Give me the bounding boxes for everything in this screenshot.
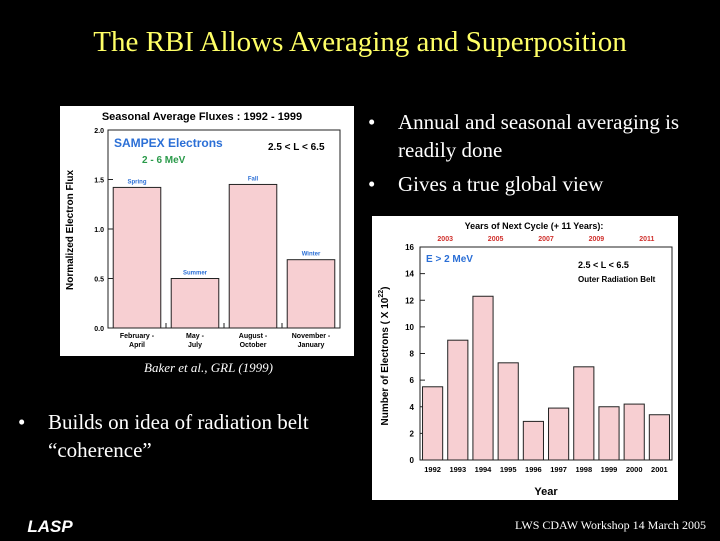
chart2-ylabel: Number of Electrons ( X 1022) xyxy=(378,287,391,426)
chart2-category-label: 2001 xyxy=(651,465,668,474)
chart1-bar xyxy=(228,183,278,329)
footer-text: LWS CDAW Workshop 14 March 2005 xyxy=(514,518,706,532)
chart2-bar xyxy=(522,420,544,461)
bullet-text: Annual and seasonal averaging is readily… xyxy=(398,110,680,162)
chart2-category-label: 1998 xyxy=(575,465,592,474)
seasonal-flux-chart: Seasonal Average Fluxes : 1992 - 1999 0.… xyxy=(60,106,354,356)
chart2-ytick-label: 10 xyxy=(405,323,414,332)
slide-title: The RBI Allows Averaging and Superpositi… xyxy=(93,26,627,58)
chart1-category-line: May - xyxy=(186,333,205,340)
bullet-glyph: • xyxy=(368,172,376,196)
bullet-glyph: • xyxy=(18,410,26,434)
chart2-ylabel-close: ) xyxy=(380,287,391,290)
chart1-bar-label: Spring xyxy=(128,179,147,185)
chart2-ytick-label: 0 xyxy=(410,456,415,465)
bullet-glyph: • xyxy=(368,110,376,134)
chart2-bar xyxy=(573,366,595,461)
bullet-item: • Gives a true global view xyxy=(368,170,713,198)
chart1-category-line: October xyxy=(240,342,267,349)
chart2-bar xyxy=(497,362,519,461)
chart1-title: Seasonal Average Fluxes : 1992 - 1999 xyxy=(102,111,302,123)
chart1-category-line: November - xyxy=(292,333,331,340)
chart2-bar xyxy=(472,295,494,461)
chart2-bar xyxy=(598,406,620,461)
chart2-category-label: 1992 xyxy=(424,465,441,474)
chart1-bar-label: Winter xyxy=(302,252,321,258)
bullet-text: Gives a true global view xyxy=(398,172,604,196)
chart2-category-label: 1997 xyxy=(550,465,567,474)
chart2-xlabel: Year xyxy=(534,486,558,498)
chart2-bar xyxy=(422,386,444,461)
chart2-ytick-label: 14 xyxy=(405,270,414,279)
chart1-inset-line2: 2 - 6 MeV xyxy=(142,155,186,166)
chart1-ytick-label: 0.5 xyxy=(94,277,104,284)
chart2-category-label: 1996 xyxy=(525,465,542,474)
chart1-ytick-label: 0.0 xyxy=(94,326,104,333)
chart1-ytick-label: 1.5 xyxy=(94,178,104,185)
chart2-title: Years of Next Cycle (+ 11 Years): xyxy=(465,221,604,231)
seasonal-flux-svg: Seasonal Average Fluxes : 1992 - 1999 0.… xyxy=(60,106,354,356)
bullet-list-bottom: • Builds on idea of radiation belt “cohe… xyxy=(18,408,358,470)
chart1-category-label: August - October xyxy=(239,333,268,349)
chart1-category-line: January xyxy=(298,342,325,349)
chart2-category-label: 1993 xyxy=(449,465,466,474)
bullet-list-top: • Annual and seasonal averaging is readi… xyxy=(368,108,713,204)
chart2-inset: E > 2 MeV xyxy=(426,254,473,265)
chart1-lshell: 2.5 < L < 6.5 xyxy=(268,142,325,153)
chart1-category-line: August - xyxy=(239,333,268,340)
chart2-ytick-label: 2 xyxy=(410,429,415,438)
chart2-ytick-label: 6 xyxy=(410,376,415,385)
chart2-ylabel-main: Number of Electrons ( X 10 xyxy=(380,297,391,425)
chart2-bar xyxy=(648,414,670,461)
chart2-bar xyxy=(447,339,469,461)
chart2-ylabel-exp: 22 xyxy=(378,290,385,298)
chart2-bar xyxy=(548,407,570,461)
chart2-ytick-label: 16 xyxy=(405,243,414,252)
chart1-bar xyxy=(286,259,336,329)
figure-caption: Baker et al., GRL (1999) xyxy=(144,360,274,375)
chart2-category-label: 1999 xyxy=(601,465,618,474)
chart2-next-year-label: 2009 xyxy=(589,236,605,243)
chart2-ytick-label: 8 xyxy=(410,350,415,359)
chart2-next-year-label: 2003 xyxy=(437,236,453,243)
lasp-logo-text: LASP xyxy=(27,517,73,536)
chart2-next-year-label: 2011 xyxy=(639,236,654,243)
electron-count-chart: Years of Next Cycle (+ 11 Years): 2003 20… xyxy=(372,216,678,500)
chart1-bar-label: Fall xyxy=(248,176,259,182)
chart2-category-label: 1994 xyxy=(475,465,493,474)
chart1-ylabel: Normalized Electron Flux xyxy=(65,170,76,290)
chart2-bar xyxy=(623,403,645,461)
chart2-next-year-label: 2005 xyxy=(488,236,504,243)
chart2-region: Outer Radiation Belt xyxy=(578,275,656,284)
chart1-bar xyxy=(170,278,220,329)
chart2-category-label: 1995 xyxy=(500,465,517,474)
bullet-item: • Annual and seasonal averaging is readi… xyxy=(368,108,713,164)
lasp-logo: LASP xyxy=(14,516,86,541)
chart1-category-label: February - April xyxy=(120,333,155,349)
chart1-category-label: May - July xyxy=(186,333,205,349)
chart1-category-line: April xyxy=(129,342,145,349)
chart1-ytick-label: 2.0 xyxy=(94,128,104,135)
chart1-bar xyxy=(112,186,162,329)
lasp-logo-icon: LASP xyxy=(27,517,73,536)
chart1-category-label: November - January xyxy=(292,333,331,349)
chart2-category-label: 2000 xyxy=(626,465,643,474)
chart1-bar-label: Summer xyxy=(183,271,208,277)
chart1-category-line: July xyxy=(188,342,202,349)
chart2-next-year-label: 2007 xyxy=(538,236,554,243)
chart2-ytick-label: 4 xyxy=(410,403,415,412)
chart2-ytick-label: 12 xyxy=(405,296,414,305)
bullet-item: • Builds on idea of radiation belt “cohe… xyxy=(18,408,358,464)
electron-count-svg: Years of Next Cycle (+ 11 Years): 2003 20… xyxy=(372,216,678,500)
bullet-text: Builds on idea of radiation belt “cohere… xyxy=(48,410,309,462)
chart2-lshell: 2.5 < L < 6.5 xyxy=(578,260,629,270)
chart1-category-line: February - xyxy=(120,333,155,340)
chart1-ytick-label: 1.0 xyxy=(94,227,104,234)
chart1-inset-line1: SAMPEX Electrons xyxy=(114,136,223,150)
